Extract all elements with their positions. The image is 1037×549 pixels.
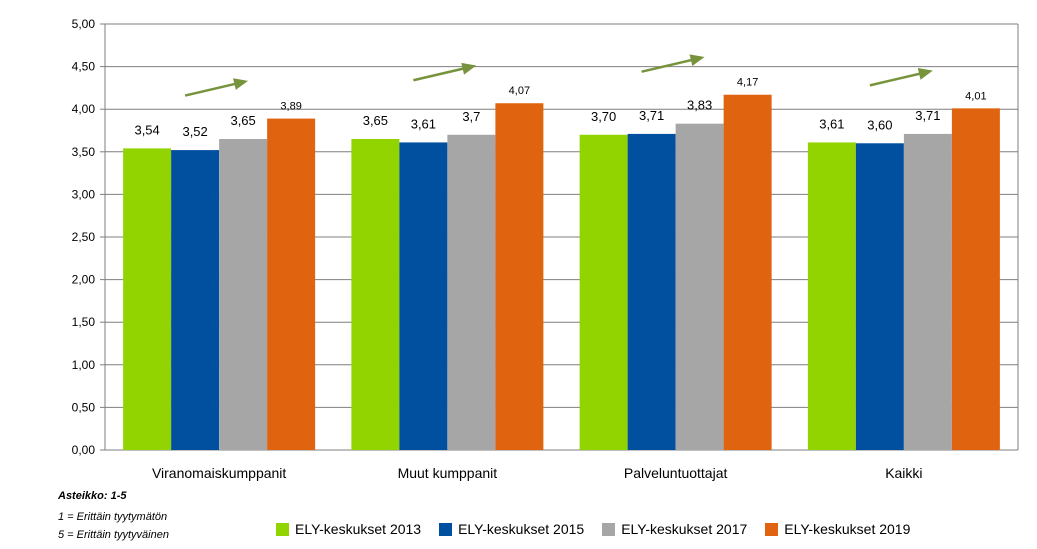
legend-label: ELY-keskukset 2017: [621, 521, 748, 537]
trend-arrows: [184, 54, 933, 97]
trend-arrow-head: [233, 78, 249, 90]
bar: [675, 123, 724, 451]
trend-arrow-head: [917, 68, 933, 80]
category-label: Muut kumppanit: [398, 465, 498, 481]
data-label: 4,07: [509, 85, 530, 97]
bar: [399, 142, 448, 451]
data-labels: 3,54 3,52 3,65 3,89 3,65 3,61 3,7 4,07 3,70 3,71 3…: [134, 77, 986, 139]
data-label: 3,61: [411, 116, 436, 131]
y-tick-label: 2,50: [72, 230, 96, 244]
legend-swatch: [765, 522, 779, 536]
legend-item: ELY-keskukset 2019: [765, 521, 910, 537]
data-label: 4,01: [965, 90, 986, 102]
trend-arrow-head: [689, 54, 705, 67]
bar: [855, 143, 904, 450]
bar: [807, 142, 856, 451]
data-label: 3,89: [280, 101, 301, 113]
bar: [123, 148, 172, 450]
data-label: 3,71: [639, 108, 664, 123]
data-label: 3,7: [462, 109, 480, 124]
scale-note-max: 5 = Erittäin tyytyväinen: [58, 529, 169, 541]
y-tick-label: 1,00: [72, 358, 96, 372]
y-tick-label: 2,00: [72, 273, 96, 287]
bar: [219, 139, 268, 450]
data-label: 3,61: [819, 116, 844, 131]
data-label: 3,52: [182, 124, 207, 139]
y-tick-label: 4,00: [72, 102, 96, 116]
legend: ELY-keskukset 2013 ELY-keskukset 2015 ELY-…: [276, 521, 910, 537]
legend-label: ELY-keskukset 2013: [295, 521, 422, 537]
bar: [579, 134, 628, 450]
category-labels: Viranomaiskumppanit Muut kumppanit Palvelu…: [152, 465, 923, 481]
scale-note-min: 1 = Erittäin tyytymätön: [58, 511, 168, 523]
bar: [723, 94, 772, 450]
bar: [627, 133, 676, 450]
bar: [495, 103, 544, 451]
data-label: 3,54: [134, 122, 159, 137]
category-label: Viranomaiskumppanit: [152, 465, 286, 481]
legend-swatch: [602, 522, 616, 536]
bar: [951, 108, 1000, 451]
y-tick-label: 0,00: [72, 443, 96, 457]
y-tick-label: 5,00: [72, 17, 96, 31]
data-label: 3,65: [363, 113, 388, 128]
data-label: 3,83: [687, 98, 712, 113]
category-label: Kaikki: [885, 465, 922, 481]
y-tick-label: 1,50: [72, 315, 96, 329]
y-tick-label: 4,50: [72, 60, 96, 74]
legend-label: ELY-keskukset 2019: [784, 521, 911, 537]
legend-swatch: [276, 522, 289, 536]
data-label: 3,60: [867, 117, 892, 132]
bar: [267, 118, 316, 451]
y-axis-ticks: 0,00 0,50 1,00 1,50 2,00 2,50 3,00 3,50 4,00 4,50…: [72, 17, 96, 457]
data-label: 3,65: [230, 113, 255, 128]
data-label: 4,17: [737, 77, 758, 89]
bar: [903, 133, 952, 450]
data-label: 3,70: [591, 109, 616, 124]
legend-item: ELY-keskukset 2017: [602, 521, 747, 537]
legend-item: ELY-keskukset 2015: [439, 521, 584, 537]
bar: [351, 139, 400, 450]
bar: [171, 150, 220, 450]
trend-arrow-head: [461, 62, 477, 75]
y-tick-label: 0,50: [72, 400, 96, 414]
data-label: 3,71: [915, 108, 940, 123]
y-tick-label: 3,50: [72, 145, 96, 159]
y-tick-label: 3,00: [72, 187, 96, 201]
legend-swatch: [439, 522, 453, 536]
category-label: Palveluntuottajat: [624, 465, 728, 481]
bar: [447, 134, 496, 450]
scale-note-title: Asteikko: 1-5: [58, 490, 127, 502]
bars: [123, 94, 1000, 451]
legend-item: ELY-keskukset 2013: [276, 521, 421, 537]
legend-label: ELY-keskukset 2015: [458, 521, 585, 537]
